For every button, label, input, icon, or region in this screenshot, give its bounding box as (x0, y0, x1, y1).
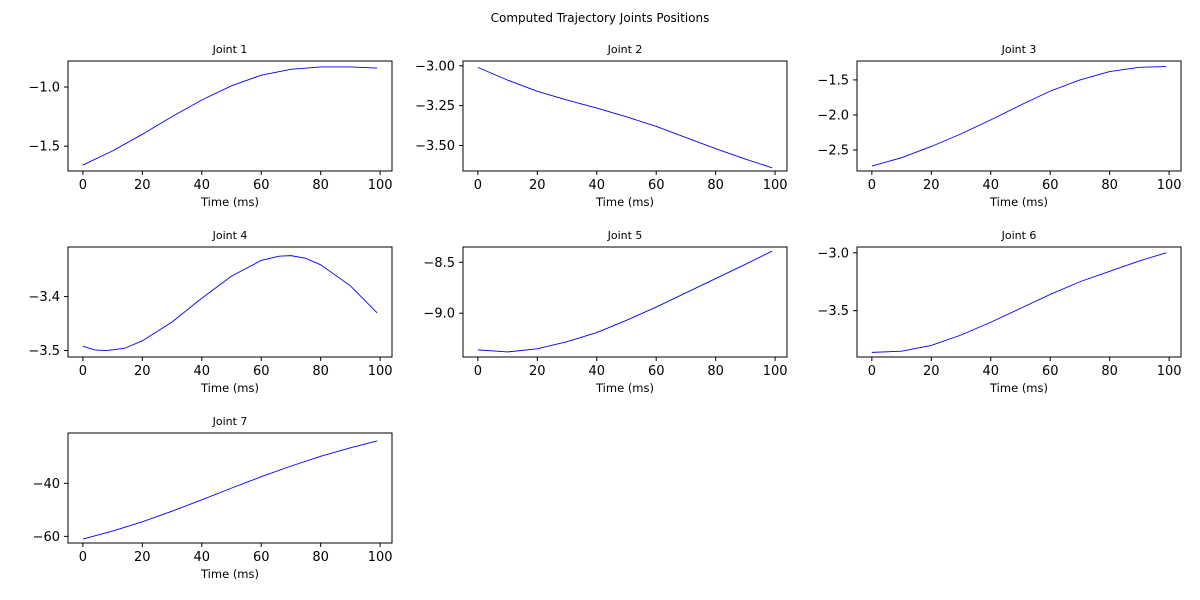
x-tick-label: 40 (588, 364, 605, 379)
subplot-joint-7: Joint 7 0 20 40 60 80 100 −60 −40 Time (ms) (33, 415, 393, 581)
axes-frame (67, 432, 393, 544)
y-tick-label: −1.0 (28, 81, 60, 96)
x-tick-label: 40 (193, 364, 210, 379)
x-tick-label: 60 (253, 364, 270, 379)
x-tick-label: 60 (648, 178, 665, 193)
y-tick-label: −40 (33, 477, 60, 492)
axes-frame (462, 60, 788, 172)
subplot-title: Joint 7 (212, 415, 248, 428)
x-tick-label: 100 (1157, 178, 1182, 193)
x-axis-label: Time (ms) (200, 195, 259, 209)
x-axis-label: Time (ms) (595, 381, 654, 395)
x-tick-label: 40 (588, 178, 605, 193)
x-tick-label: 20 (134, 178, 151, 193)
x-tick-label: 40 (982, 178, 999, 193)
y-tick-label: −1.5 (28, 140, 60, 155)
figure-title: Computed Trajectory Joints Positions (491, 11, 710, 25)
y-tick-label: −2.5 (817, 143, 849, 158)
x-tick-label: 100 (763, 364, 788, 379)
x-tick-label: 20 (134, 364, 151, 379)
x-axis-label: Time (ms) (200, 567, 259, 581)
x-tick-label: 60 (1042, 178, 1059, 193)
subplot-joint-6: Joint 6 0 20 40 60 80 100 −3.5 −3.0 Time (ms) (817, 229, 1181, 395)
x-tick-label: 0 (474, 178, 482, 193)
axes-frame (462, 246, 788, 358)
series-line (82, 255, 378, 351)
x-tick-label: 0 (868, 364, 876, 379)
x-tick-label: 20 (529, 364, 546, 379)
y-tick-label: −8.5 (423, 256, 455, 271)
y-tick-label: −60 (33, 530, 60, 545)
y-tick-label: −3.25 (415, 99, 455, 114)
y-tick-label: −3.5 (817, 304, 849, 319)
y-tick-label: −2.0 (817, 108, 849, 123)
x-tick-label: 20 (529, 178, 546, 193)
x-tick-label: 60 (253, 178, 270, 193)
y-tick-label: −1.5 (817, 73, 849, 88)
x-tick-label: 20 (923, 364, 940, 379)
x-axis-label: Time (ms) (200, 381, 259, 395)
x-tick-label: 80 (312, 178, 329, 193)
subplot-title: Joint 4 (212, 229, 248, 242)
subplot-title: Joint 6 (1001, 229, 1037, 242)
series-line (477, 66, 773, 169)
axes-frame (856, 246, 1182, 358)
subplot-title: Joint 5 (607, 229, 643, 242)
x-tick-label: 60 (253, 550, 270, 565)
series-line (871, 252, 1167, 353)
x-tick-label: 0 (79, 178, 87, 193)
x-tick-label: 100 (368, 550, 393, 565)
series-line (82, 66, 378, 166)
x-tick-label: 0 (79, 550, 87, 565)
x-axis-label: Time (ms) (989, 195, 1048, 209)
subplot-title: Joint 1 (212, 43, 248, 56)
axes-frame (67, 60, 393, 172)
subplot-joint-1: Joint 1 0 20 40 60 80 100 −1.5 −1.0 Time (ms) (28, 43, 392, 209)
x-tick-label: 60 (648, 364, 665, 379)
x-tick-label: 80 (707, 364, 724, 379)
x-tick-label: 80 (312, 550, 329, 565)
x-tick-label: 80 (312, 364, 329, 379)
y-tick-label: −3.50 (415, 139, 455, 154)
x-tick-label: 100 (763, 178, 788, 193)
x-tick-label: 40 (193, 178, 210, 193)
series-line (477, 250, 773, 353)
x-tick-label: 20 (923, 178, 940, 193)
subplot-joint-3: Joint 3 0 20 40 60 80 100 −2.5 −2.0 −1.5 Time (ms) (817, 43, 1181, 209)
subplot-title: Joint 3 (1001, 43, 1037, 56)
subplot-joint-5: Joint 5 0 20 40 60 80 100 −9.0 −8.5 Time (ms) (423, 229, 787, 395)
series-line (82, 440, 378, 540)
x-tick-label: 100 (368, 178, 393, 193)
x-tick-label: 80 (1101, 364, 1118, 379)
x-tick-label: 20 (134, 550, 151, 565)
subplot-title: Joint 2 (607, 43, 643, 56)
x-tick-label: 100 (368, 364, 393, 379)
x-tick-label: 40 (193, 550, 210, 565)
y-tick-label: −3.4 (28, 290, 60, 305)
y-tick-label: −3.00 (415, 59, 455, 74)
y-tick-label: −3.5 (28, 344, 60, 359)
x-tick-label: 80 (707, 178, 724, 193)
x-tick-label: 0 (868, 178, 876, 193)
x-tick-label: 0 (79, 364, 87, 379)
x-tick-label: 80 (1101, 178, 1118, 193)
x-tick-label: 100 (1157, 364, 1182, 379)
series-line (871, 66, 1167, 167)
axes-frame (856, 60, 1182, 172)
subplot-joint-4: Joint 4 0 20 40 60 80 100 −3.5 −3.4 Time (ms) (28, 229, 392, 395)
x-tick-label: 40 (982, 364, 999, 379)
x-axis-label: Time (ms) (595, 195, 654, 209)
x-axis-label: Time (ms) (989, 381, 1048, 395)
y-tick-label: −3.0 (817, 246, 849, 261)
subplot-joint-2: Joint 2 0 20 40 60 80 100 −3.50 −3.25 −3.00 Time (… (415, 43, 787, 209)
x-tick-label: 0 (474, 364, 482, 379)
axes-frame (67, 246, 393, 358)
x-tick-label: 60 (1042, 364, 1059, 379)
y-tick-label: −9.0 (423, 307, 455, 322)
